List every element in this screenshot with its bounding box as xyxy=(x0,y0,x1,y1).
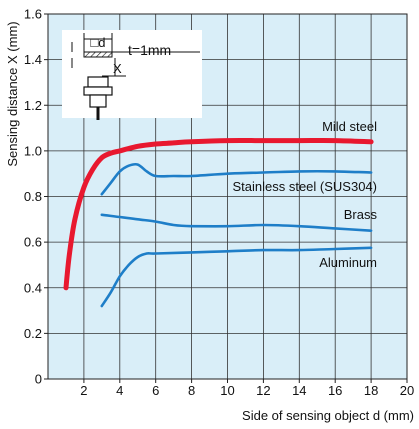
series-label-brass: Brass xyxy=(344,207,378,222)
series-label-aluminum: Aluminum xyxy=(319,255,377,270)
inset-sensor-body xyxy=(89,94,107,108)
y-tick-label: 0.4 xyxy=(24,280,42,295)
sensor-diagram: □d t=1mm X xyxy=(62,30,202,120)
x-tick-label: 12 xyxy=(256,383,270,398)
y-tick-label: 0 xyxy=(35,372,42,387)
y-tick-label: 0.6 xyxy=(24,235,42,250)
x-tick-label: 10 xyxy=(220,383,234,398)
x-tick-label: 8 xyxy=(188,383,195,398)
series-line-aluminum xyxy=(100,246,373,308)
y-axis-label: Sensing distance X (mm) xyxy=(5,21,20,166)
y-tick-label: 1.0 xyxy=(24,143,42,158)
series-line-mild-steel xyxy=(63,138,374,291)
inset-x-label: X xyxy=(113,61,122,76)
inset-sensor-nut xyxy=(83,86,113,96)
series-label-stainless-steel: Stainless steel (SUS304) xyxy=(232,179,377,194)
axis-ticks: 2 4 6 8 10 12 14 16 18 20 0 0.2 0.4 0.6 0.8 1.0 1.2 1.4 1.… xyxy=(24,7,414,399)
x-tick-label: 16 xyxy=(328,383,342,398)
series-line-stainless-steel xyxy=(100,162,373,196)
y-tick-label: 1.2 xyxy=(24,98,42,113)
inset-t-label: t=1mm xyxy=(128,42,171,58)
y-tick-label: 0.8 xyxy=(24,189,42,204)
series-labels: Mild steel Stainless steel (SUS304) Bras… xyxy=(232,119,377,270)
x-tick-label: 4 xyxy=(116,383,123,398)
series-group xyxy=(63,138,374,308)
x-tick-label: 6 xyxy=(152,383,159,398)
x-tick-label: 2 xyxy=(80,383,87,398)
inset-sensor-head xyxy=(87,76,109,88)
x-tick-label: 20 xyxy=(400,383,414,398)
y-tick-label: 1.6 xyxy=(24,7,42,22)
x-axis-label: Side of sensing object d (mm) xyxy=(242,408,414,423)
y-tick-label: 0.2 xyxy=(24,326,42,341)
x-tick-label: 18 xyxy=(364,383,378,398)
x-tick-label: 14 xyxy=(292,383,306,398)
y-tick-label: 1.4 xyxy=(24,52,42,67)
inset-d-label: □d xyxy=(90,35,105,50)
inset-background xyxy=(62,30,202,118)
inset-target-plate xyxy=(83,51,113,58)
series-line-brass xyxy=(100,213,373,232)
series-label-mild-steel: Mild steel xyxy=(322,119,377,134)
